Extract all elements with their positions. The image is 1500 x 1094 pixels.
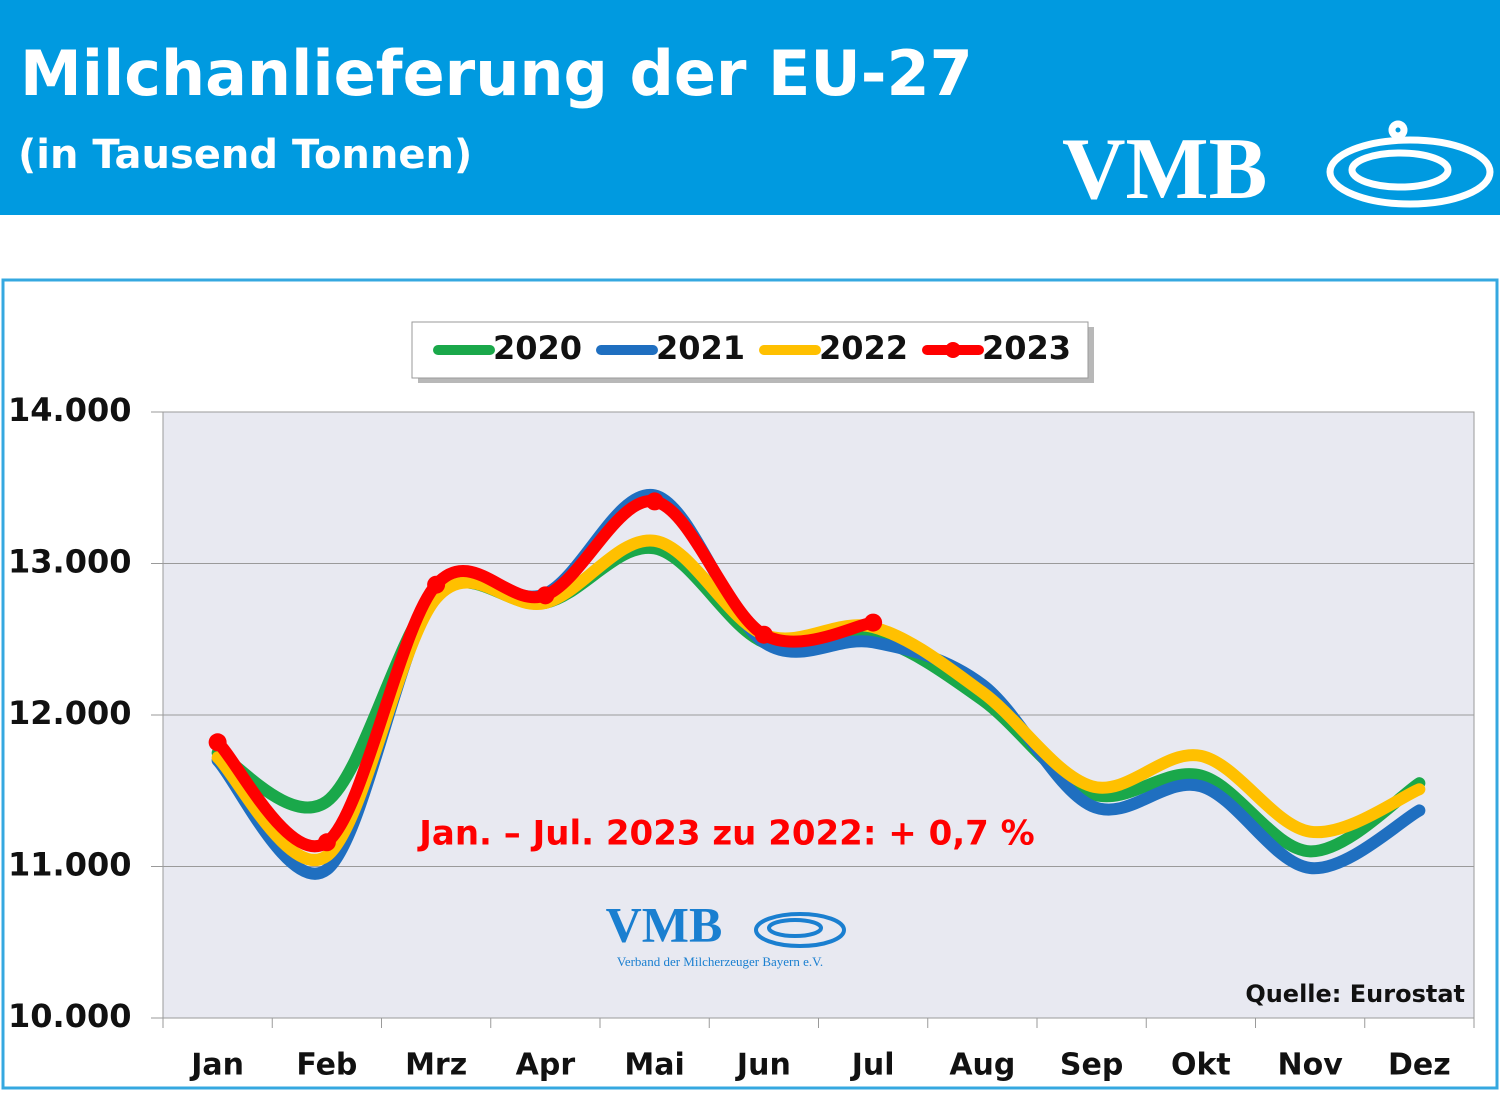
watermark-swirl (754, 912, 846, 948)
x-tick-label: Apr (516, 1048, 576, 1083)
y-tick-label: 14.000 (8, 391, 131, 429)
x-tick-label: Nov (1277, 1048, 1343, 1083)
logo-swirl (1326, 120, 1494, 208)
y-tick-label: 12.000 (8, 694, 131, 732)
data-point (645, 492, 664, 511)
data-point (427, 575, 446, 594)
source-note: Quelle: Eurostat (1245, 980, 1465, 1008)
x-tick-label: Jul (850, 1048, 895, 1083)
chart-title: Milchanlieferung der EU-27 (20, 37, 973, 110)
legend-label: 2023 (982, 329, 1071, 367)
x-tick-label: Okt (1171, 1048, 1231, 1083)
data-point (536, 586, 555, 605)
x-tick-label: Jun (735, 1048, 791, 1083)
y-tick-label: 10.000 (8, 997, 131, 1035)
header-band (0, 0, 1500, 215)
watermark-subtext: Verband der Milcherzeuger Bayern e.V. (617, 954, 823, 969)
legend-label: 2021 (656, 329, 745, 367)
legend: 2020 2021 2022 2023 (411, 321, 1094, 383)
chart-subtitle: (in Tausend Tonnen) (18, 132, 472, 178)
annotation: Jan. – Jul. 2023 zu 2022: + 0,7 % (417, 814, 1034, 854)
x-tick-label: Jan (189, 1048, 244, 1083)
y-tick-label: 11.000 (8, 846, 131, 884)
logo-text: VMB (1062, 121, 1267, 218)
data-point (864, 613, 883, 632)
y-tick-label: 13.000 (8, 543, 131, 581)
x-tick-label: Feb (296, 1048, 357, 1083)
x-tick-label: Aug (949, 1048, 1015, 1083)
legend-label: 2020 (493, 329, 582, 367)
legend-label: 2022 (819, 329, 908, 367)
legend-marker (945, 342, 961, 358)
watermark-logo: VMB (606, 896, 723, 952)
data-point (208, 733, 227, 752)
x-tick-label: Mai (624, 1048, 684, 1083)
data-point (754, 625, 773, 644)
x-tick-label: Dez (1388, 1048, 1451, 1083)
x-tick-label: Sep (1060, 1048, 1123, 1083)
data-point (317, 833, 336, 852)
x-tick-label: Mrz (405, 1048, 467, 1083)
